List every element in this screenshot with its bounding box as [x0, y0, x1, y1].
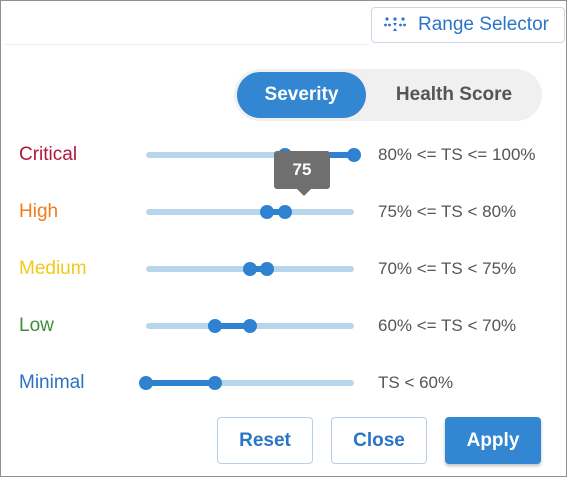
- label-low: Low: [19, 315, 54, 336]
- slider-fill: [215, 323, 250, 329]
- range-critical: 80% <= TS <= 100%: [378, 145, 536, 164]
- label-critical: Critical: [19, 144, 78, 165]
- reset-button[interactable]: Reset: [217, 417, 313, 464]
- slider-minimal[interactable]: [139, 376, 354, 390]
- slider-value-tooltip: 75: [274, 151, 330, 196]
- range-low: 60% <= TS < 70%: [378, 316, 517, 335]
- range-selector-button[interactable]: Range Selector: [371, 7, 565, 43]
- mode-toggle[interactable]: Severity Health Score: [234, 69, 542, 121]
- slider-fill: [146, 380, 216, 386]
- slider-thumb-max[interactable]: [243, 319, 257, 333]
- top-bar: Range Selector: [1, 1, 567, 45]
- range-selector-icon: [384, 17, 406, 31]
- label-minimal: Minimal: [19, 372, 85, 393]
- slider-thumb-min[interactable]: [139, 376, 153, 390]
- slider-thumb-max[interactable]: [347, 148, 361, 162]
- slider-thumb-max[interactable]: [277, 205, 292, 219]
- header-divider: [5, 44, 367, 45]
- tab-health-score[interactable]: Health Score: [395, 84, 513, 105]
- range-medium: 70% <= TS < 75%: [378, 259, 517, 278]
- slider-thumb-min[interactable]: [208, 319, 223, 333]
- slider-thumb-max[interactable]: [208, 376, 223, 390]
- label-medium: Medium: [19, 258, 87, 279]
- slider-medium[interactable]: [146, 262, 354, 276]
- slider-thumb-min[interactable]: [260, 205, 275, 219]
- close-button[interactable]: Close: [331, 417, 427, 464]
- row-high: High 75% <= TS < 80%: [1, 192, 567, 232]
- slider-high[interactable]: [146, 205, 354, 219]
- slider-low[interactable]: [146, 319, 354, 333]
- slider-fill: [267, 209, 285, 215]
- range-selector-label: Range Selector: [418, 14, 549, 35]
- row-minimal: Minimal TS < 60%: [1, 363, 567, 403]
- tab-severity[interactable]: Severity: [237, 72, 366, 118]
- label-high: High: [19, 201, 59, 222]
- range-minimal: TS < 60%: [378, 373, 454, 392]
- row-medium: Medium 70% <= TS < 75%: [1, 249, 567, 289]
- apply-button[interactable]: Apply: [445, 417, 541, 464]
- slider-thumb-max[interactable]: [260, 262, 275, 276]
- slider-thumb-min[interactable]: [243, 262, 257, 276]
- slider-fill: [250, 266, 268, 272]
- range-high: 75% <= TS < 80%: [378, 202, 517, 221]
- row-low: Low 60% <= TS < 70%: [1, 306, 567, 346]
